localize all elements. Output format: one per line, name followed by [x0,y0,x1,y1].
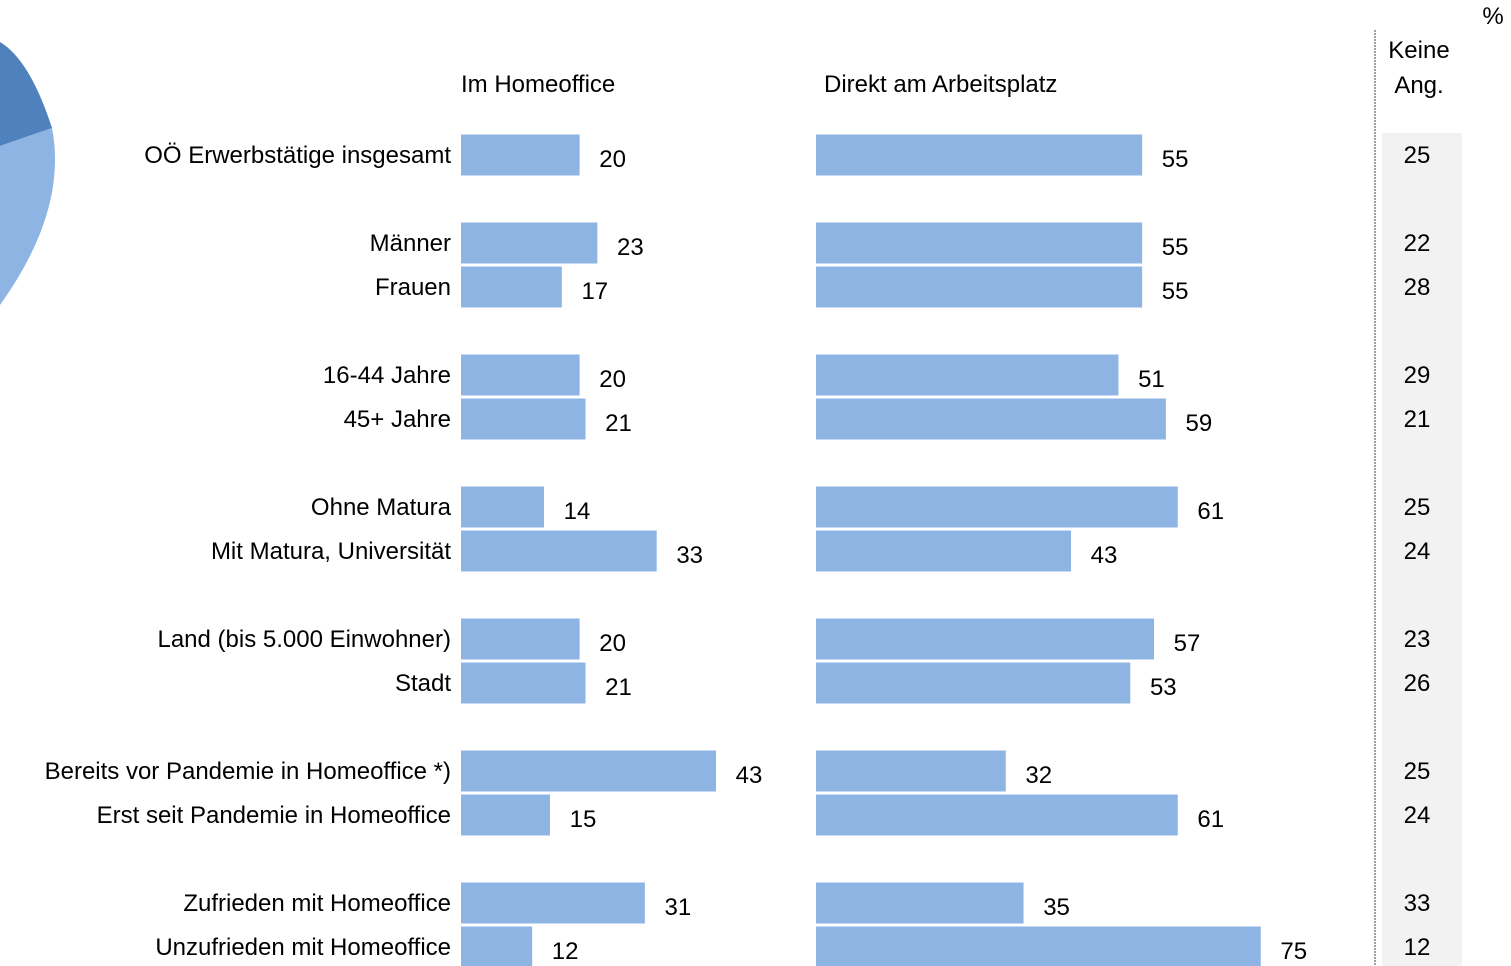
side-column-value: 28 [1404,274,1431,301]
bar-homeoffice [461,618,580,660]
bar-arbeitsplatz [816,750,1006,792]
bar-arbeitsplatz [816,662,1131,704]
bar-value-label: 15 [570,806,597,833]
category-label: Unzufrieden mit Homeoffice [155,934,451,961]
bar-homeoffice [461,662,586,704]
bar-value-label: 75 [1280,938,1307,965]
bar-value-label: 12 [552,938,579,965]
category-label: Erst seit Pandemie in Homeoffice [97,802,451,829]
bar-homeoffice [461,530,657,572]
bar-arbeitsplatz [816,398,1166,440]
side-column-value: 26 [1404,670,1431,697]
bar-homeoffice [461,750,716,792]
bar-homeoffice [461,794,550,836]
bar-value-label: 31 [664,894,691,921]
bar-value-label: 33 [676,542,703,569]
pie-fragment [0,0,56,305]
bar-value-label: 21 [605,674,632,701]
side-column-value: 22 [1404,230,1431,257]
category-label: Bereits vor Pandemie in Homeoffice *) [45,758,451,785]
category-label: Zufrieden mit Homeoffice [183,890,451,917]
bar-value-label: 55 [1162,278,1189,305]
category-label: 16-44 Jahre [323,362,451,389]
bar-value-label: 43 [736,762,763,789]
bar-homeoffice [461,266,562,308]
side-column-value: 25 [1404,494,1431,521]
bar-arbeitsplatz [816,354,1119,396]
pie-slice-light [0,128,56,305]
side-column-value: 29 [1404,362,1431,389]
bar-homeoffice [461,926,533,966]
side-column-value: 23 [1404,626,1431,653]
bar-value-label: 35 [1043,894,1070,921]
bar-homeoffice [461,134,580,176]
side-column-value: 25 [1404,758,1431,785]
bar-arbeitsplatz [816,530,1071,572]
bar-arbeitsplatz [816,222,1143,264]
bar-homeoffice [461,398,586,440]
bar-value-label: 21 [605,410,632,437]
bar-value-label: 61 [1197,498,1224,525]
bar-arbeitsplatz [816,618,1155,660]
bar-value-label: 32 [1025,762,1052,789]
category-label: Stadt [395,670,451,697]
bar-value-label: 17 [581,278,608,305]
bar-homeoffice [461,222,598,264]
category-label: Frauen [375,274,451,301]
bar-arbeitsplatz [816,882,1024,924]
bar-value-label: 51 [1138,366,1165,393]
bar-arbeitsplatz [816,926,1261,966]
bar-value-label: 55 [1162,146,1189,173]
bar-value-label: 14 [564,498,591,525]
bar-arbeitsplatz [816,794,1178,836]
bar-value-label: 20 [599,630,626,657]
category-label: Ohne Matura [311,494,452,521]
series-header-1: Direkt am Arbeitsplatz [824,71,1057,98]
bar-value-label: 59 [1186,410,1213,437]
side-column-background [1382,133,1462,966]
bar-value-label: 20 [599,146,626,173]
bar-arbeitsplatz [816,134,1143,176]
bar-value-label: 61 [1197,806,1224,833]
bar-value-label: 23 [617,234,644,261]
category-label: 45+ Jahre [344,406,451,433]
category-label: OÖ Erwerbstätige insgesamt [144,142,451,169]
bar-value-label: 20 [599,366,626,393]
bar-homeoffice [461,354,580,396]
side-column-value: 25 [1404,142,1431,169]
category-label: Land (bis 5.000 Einwohner) [157,626,451,653]
side-column-value: 24 [1404,538,1431,565]
pie-slice-dark [0,0,52,146]
bar-value-label: 43 [1091,542,1118,569]
bar-value-label: 55 [1162,234,1189,261]
unit-label: % [1482,3,1503,30]
bar-arbeitsplatz [816,266,1143,308]
series-header-0: Im Homeoffice [461,71,615,98]
bar-homeoffice [461,882,645,924]
bar-value-label: 57 [1174,630,1201,657]
bar-arbeitsplatz [816,486,1178,528]
side-column-header-line: Keine [1388,37,1449,64]
side-column-value: 12 [1404,934,1431,961]
category-label: Männer [370,230,451,257]
side-column-value: 33 [1404,890,1431,917]
bar-value-label: 53 [1150,674,1177,701]
category-label: Mit Matura, Universität [211,538,451,565]
side-column-value: 21 [1404,406,1431,433]
side-column-value: 24 [1404,802,1431,829]
side-column-header-line: Ang. [1394,72,1443,99]
bar-homeoffice [461,486,545,528]
